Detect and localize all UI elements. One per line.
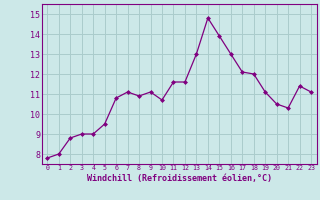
X-axis label: Windchill (Refroidissement éolien,°C): Windchill (Refroidissement éolien,°C) <box>87 174 272 183</box>
